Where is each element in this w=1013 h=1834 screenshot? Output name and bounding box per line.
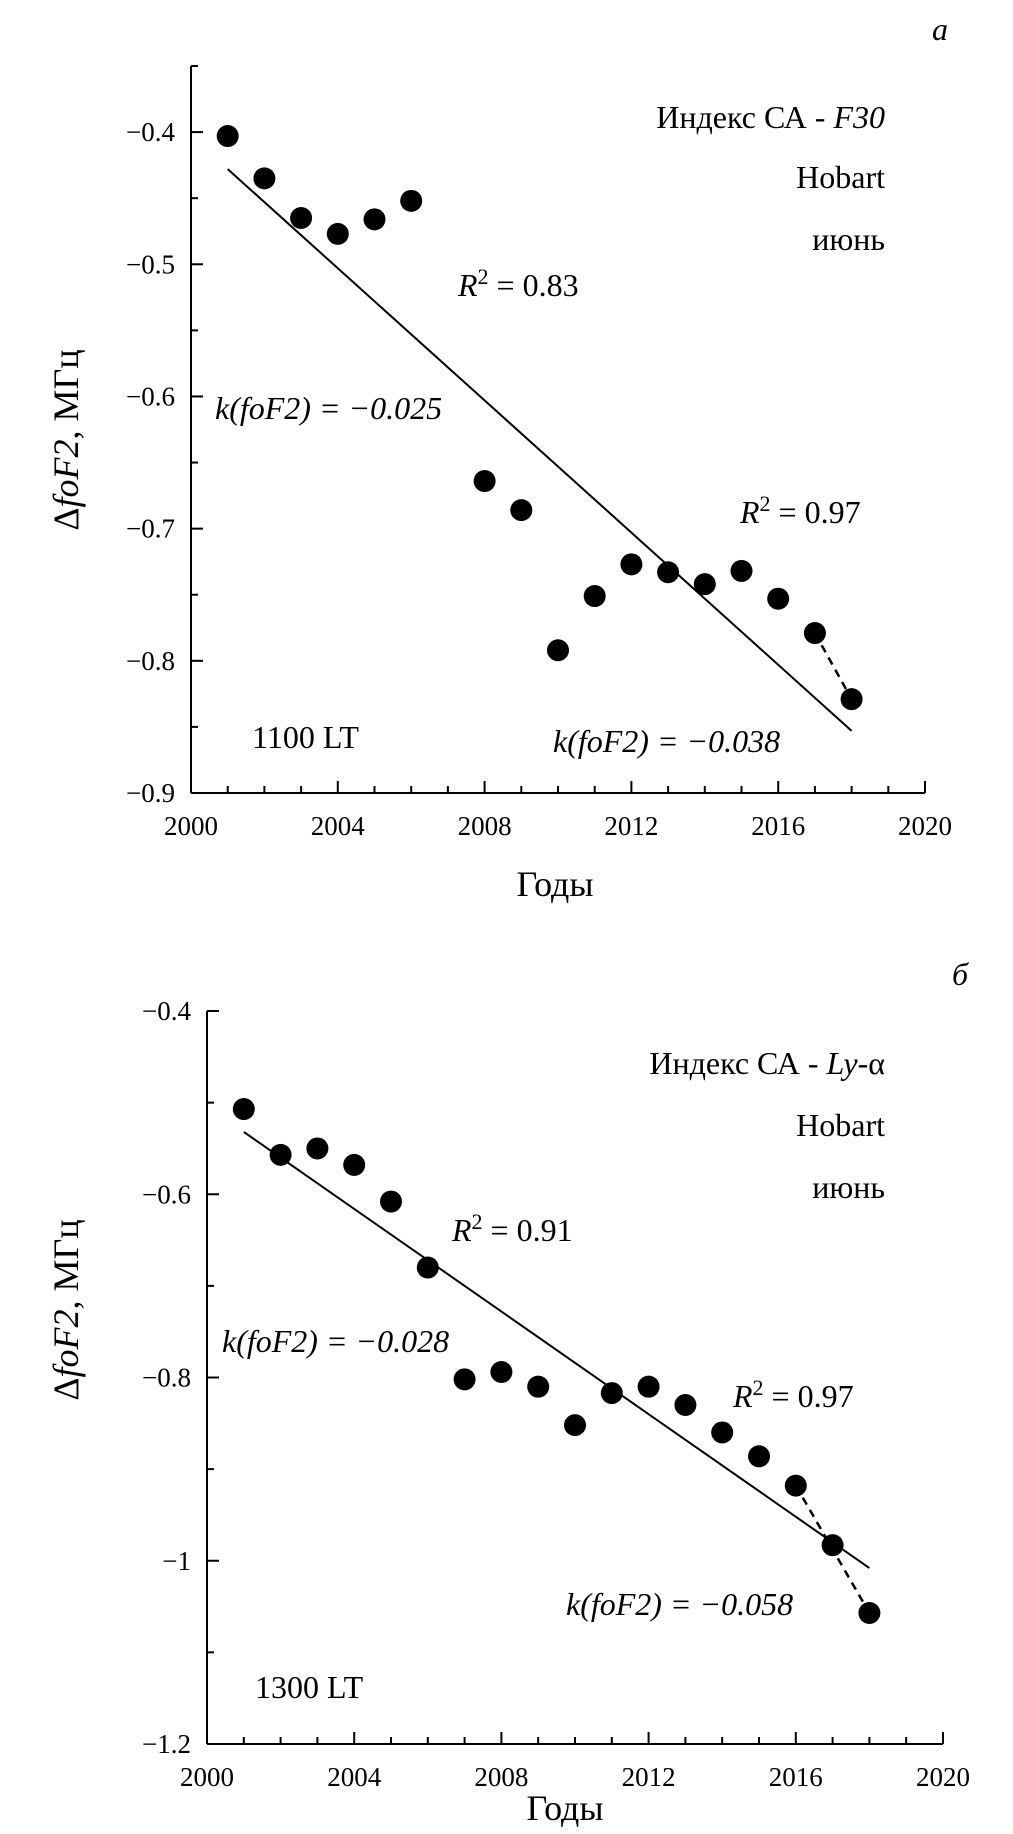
time-label: 1300 LT bbox=[255, 1669, 364, 1705]
data-point bbox=[343, 1153, 366, 1176]
y-axis-title: ΔfoF2, МГц bbox=[46, 1219, 86, 1400]
data-point bbox=[583, 585, 606, 608]
data-point bbox=[453, 1368, 476, 1391]
month-label: июнь bbox=[812, 1169, 885, 1205]
x-axis-title: Годы bbox=[516, 864, 593, 904]
k-main-label: k(foF2) = −0.028 bbox=[222, 1323, 449, 1359]
regression-line bbox=[243, 1131, 870, 1569]
data-point bbox=[490, 1361, 513, 1384]
x-tick-label: 2020 bbox=[898, 811, 952, 841]
panel-b: б 2000 2004 2008 2012 2016 2020 −0.4 −0.6 −0.8 −1… bbox=[46, 956, 970, 1828]
y-axis-title: ΔfoF2, МГц bbox=[46, 349, 86, 530]
r2-main-label: R2 = 0.91 bbox=[451, 1209, 573, 1248]
data-point bbox=[527, 1375, 550, 1398]
data-point bbox=[253, 167, 276, 190]
ticks: 2000 2004 2008 2012 2016 2020 −0.4 −0.5 −0.6 −0.7… bbox=[126, 65, 952, 841]
y-tick-label: −0.6 bbox=[142, 1179, 191, 1209]
data-point bbox=[620, 553, 643, 576]
x-tick-label: 2004 bbox=[327, 1762, 382, 1792]
y-tick-label: −0.7 bbox=[126, 514, 175, 544]
data-point bbox=[416, 1256, 439, 1279]
y-tick-label: −0.6 bbox=[126, 381, 175, 411]
panel-letter: а bbox=[932, 11, 948, 47]
month-label: июнь bbox=[812, 221, 885, 257]
r2-main-label: R2 = 0.83 bbox=[457, 264, 579, 303]
x-tick-label: 2000 bbox=[164, 811, 218, 841]
data-marks bbox=[232, 1098, 881, 1624]
data-point bbox=[400, 189, 423, 212]
data-point bbox=[473, 470, 496, 493]
x-tick-label: 2016 bbox=[751, 811, 805, 841]
data-point bbox=[858, 1601, 881, 1624]
data-point bbox=[821, 1534, 844, 1557]
time-label: 1100 LT bbox=[252, 719, 359, 755]
y-tick-label: −0.8 bbox=[142, 1363, 191, 1393]
data-point bbox=[693, 573, 716, 596]
y-tick-label: −0.5 bbox=[126, 249, 175, 279]
data-point bbox=[674, 1393, 697, 1416]
data-point bbox=[326, 222, 349, 245]
x-tick-label: 2016 bbox=[769, 1762, 823, 1792]
r2-end-label: R2 = 0.97 bbox=[739, 491, 861, 530]
index-label: Индекс СА - F30 bbox=[656, 99, 885, 135]
data-point bbox=[216, 125, 239, 148]
k-main-label: k(foF2) = −0.025 bbox=[215, 390, 442, 426]
data-point bbox=[547, 639, 569, 662]
k-end-label: k(foF2) = −0.038 bbox=[553, 723, 780, 759]
x-tick-label: 2012 bbox=[604, 811, 658, 841]
data-point bbox=[767, 587, 790, 610]
data-point bbox=[306, 1137, 329, 1160]
station-label: Hobart bbox=[796, 1107, 885, 1143]
data-point bbox=[232, 1098, 255, 1121]
y-tick-label: −0.8 bbox=[126, 646, 175, 676]
r2-end-label: R2 = 0.97 bbox=[732, 1375, 854, 1414]
y-tick-label: −0.4 bbox=[126, 117, 175, 147]
ticks: 2000 2004 2008 2012 2016 2020 −0.4 −0.6 −0.8 −1 −1… bbox=[142, 996, 970, 1792]
panel-a: а 2000 2004 2008 2012 2016 2020 −0.4 −0.5 −0.6 −0… bbox=[46, 11, 952, 904]
regression-line bbox=[227, 168, 853, 732]
data-point bbox=[380, 1190, 402, 1213]
x-tick-label: 2000 bbox=[180, 1762, 234, 1792]
station-label: Hobart bbox=[796, 159, 885, 195]
data-point bbox=[784, 1474, 807, 1497]
y-tick-label: −1 bbox=[162, 1546, 191, 1576]
data-point bbox=[730, 559, 753, 582]
data-point bbox=[711, 1421, 734, 1444]
x-tick-label: 2020 bbox=[916, 1762, 970, 1792]
data-point bbox=[748, 1445, 770, 1468]
index-label: Индекс СА - Ly-α bbox=[649, 1045, 885, 1081]
data-point bbox=[803, 622, 826, 645]
y-tick-label: −1.2 bbox=[142, 1729, 191, 1759]
data-marks bbox=[216, 125, 863, 732]
y-tick-label: −0.9 bbox=[126, 778, 175, 808]
data-point bbox=[657, 561, 680, 584]
data-point bbox=[290, 207, 313, 230]
data-point bbox=[600, 1382, 623, 1405]
k-end-label: k(foF2) = −0.058 bbox=[566, 1586, 793, 1622]
x-axis-title: Годы bbox=[526, 1788, 603, 1828]
data-point bbox=[363, 208, 386, 231]
data-point bbox=[840, 688, 863, 711]
x-tick-label: 2008 bbox=[458, 811, 512, 841]
y-tick-label: −0.4 bbox=[142, 996, 191, 1026]
data-point bbox=[510, 499, 533, 522]
data-point bbox=[269, 1143, 292, 1166]
dashed-trend-line bbox=[813, 632, 853, 700]
panel-letter: б bbox=[952, 956, 969, 992]
x-tick-label: 2004 bbox=[311, 811, 366, 841]
data-point bbox=[637, 1375, 660, 1398]
x-tick-label: 2008 bbox=[474, 1762, 528, 1792]
data-point bbox=[564, 1414, 586, 1437]
x-tick-label: 2012 bbox=[622, 1762, 676, 1792]
